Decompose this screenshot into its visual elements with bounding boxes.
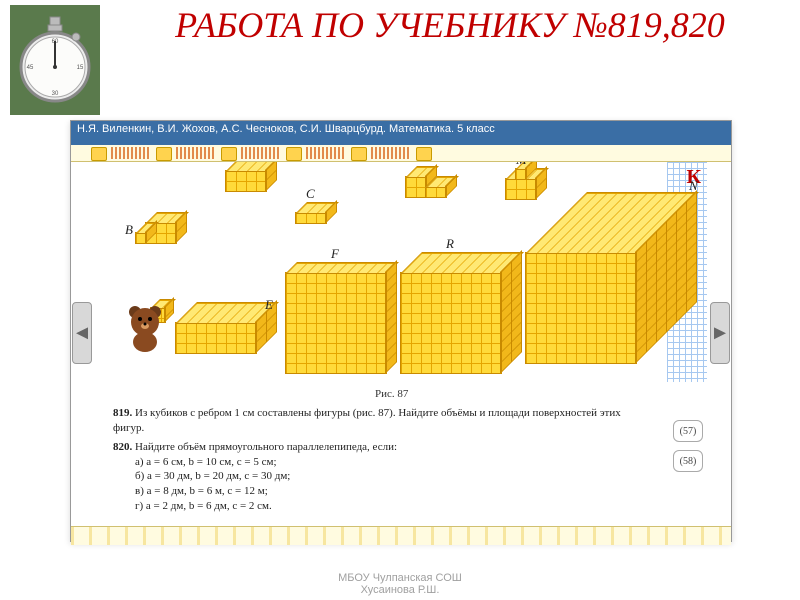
shape-label: E (265, 297, 273, 313)
problem-text: Найдите объём прямоугольного параллелепи… (135, 441, 397, 453)
textbook-window: Н.Я. Виленкин, В.И. Жохов, А.С. Чесноков… (70, 120, 732, 542)
cube-top-face (285, 262, 399, 274)
svg-text:45: 45 (27, 65, 34, 71)
svg-text:15: 15 (77, 65, 84, 71)
shape-label: R (446, 236, 454, 252)
cube-side-face (500, 250, 522, 374)
problem-item: г) a = 2 дм, b = 6 дм, c = 2 см. (135, 499, 637, 514)
figure-caption: Рис. 87 (375, 388, 408, 400)
problem-text: Из кубиков с ребром 1 см составлены фигу… (113, 407, 621, 434)
shape-label: N (689, 178, 698, 194)
page-ref-badge[interactable]: (58) (673, 450, 703, 472)
shape-label: M (516, 162, 527, 168)
cube-front-face (505, 178, 537, 200)
bear-character (125, 302, 165, 352)
cube-front-face (285, 272, 387, 374)
problem-number: 819. (113, 407, 132, 419)
slide-footer: МБОУ Чулпанская СОШ Хусаинова Р.Ш. (0, 572, 800, 596)
page-content: К ABCKMEFRN Рис. 87 (95, 162, 707, 526)
cube-front-face (400, 272, 502, 374)
cube-side-face (385, 260, 397, 374)
cube-front-face (225, 170, 267, 192)
problem-item: а) a = 6 см, b = 10 см, c = 5 см; (135, 455, 637, 470)
problem-820: 820. Найдите объём прямоугольного паралл… (113, 440, 637, 514)
shape-label: F (331, 246, 339, 262)
next-page-button[interactable]: ► (710, 302, 730, 364)
thumbnail-strip[interactable] (71, 526, 731, 545)
page-marker-toolbar (71, 145, 731, 162)
cube-front-face (525, 252, 637, 364)
cube-front-face (175, 322, 257, 354)
prev-page-button[interactable]: ◄ (72, 302, 92, 364)
slide-title: РАБОТА ПО УЧЕБНИКУ №819,820 (120, 5, 780, 46)
page-ref-badge[interactable]: (57) (673, 420, 703, 442)
problem-item: б) a = 30 дм, b = 20 дм, c = 30 дм; (135, 469, 637, 484)
svg-text:30: 30 (52, 91, 59, 97)
stopwatch-image: 60 15 30 45 (10, 5, 100, 115)
cube-side-face (265, 162, 277, 192)
problem-819: 819. Из кубиков с ребром 1 см составлены… (113, 406, 637, 436)
shape-label: B (125, 222, 133, 238)
cube-front-face (405, 176, 427, 198)
page-area: ◄ ► К ABCKMEFRN (71, 162, 731, 526)
problem-item: в) a = 8 дм, b = 6 м, c = 12 м; (135, 484, 637, 499)
problem-number: 820. (113, 441, 132, 453)
problems-block: 819. Из кубиков с ребром 1 см составлены… (113, 406, 637, 514)
shape-label: K (416, 162, 425, 166)
textbook-titlebar: Н.Я. Виленкин, В.И. Жохов, А.С. Чесноков… (71, 121, 731, 145)
shape-label: C (306, 186, 315, 202)
